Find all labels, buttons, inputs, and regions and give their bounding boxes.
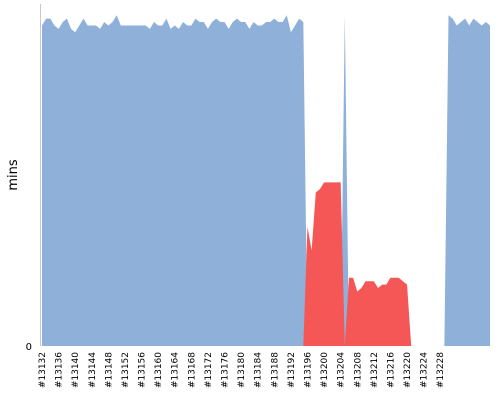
x-tick-label: #13176: [221, 352, 231, 388]
x-tick-label: #13136: [55, 352, 65, 388]
chart-areas: [42, 15, 490, 346]
x-tick-label: #13156: [138, 352, 148, 388]
x-tick-label: #13200: [320, 352, 330, 388]
x-tick-label: #13144: [88, 352, 98, 388]
x-tick-label: #13220: [403, 352, 413, 388]
x-tick-label: #13204: [337, 352, 347, 388]
x-tick-label: #13164: [171, 352, 181, 388]
x-tick-label: #13152: [121, 352, 131, 388]
x-tick-label: #13192: [287, 352, 297, 388]
x-tick-label: #13172: [204, 352, 214, 388]
success-area: [42, 15, 490, 346]
x-tick-label: #13216: [386, 352, 396, 388]
x-tick-label: #13228: [436, 352, 446, 388]
x-tick-label: #13196: [304, 352, 314, 388]
x-tick-label: #13188: [270, 352, 280, 388]
x-tick-label: #13180: [237, 352, 247, 388]
x-tick-label: #13184: [254, 352, 264, 388]
x-tick-label: #13132: [38, 352, 48, 388]
x-tick-label: #13208: [353, 352, 363, 388]
x-tick-label: #13212: [370, 352, 380, 388]
failure-area: [42, 182, 490, 346]
x-axis-ticks: #13132 #13136 #13140 #13144 #13148 #13152 #131…: [38, 352, 446, 388]
x-tick-label: #13140: [71, 352, 81, 388]
x-tick-label: #13168: [187, 352, 197, 388]
x-tick-label: #13160: [154, 352, 164, 388]
x-tick-label: #13224: [420, 352, 430, 388]
x-tick-label: #13148: [104, 352, 114, 388]
y-axis-label: mins: [6, 159, 21, 191]
y-tick-label: 0: [26, 342, 32, 353]
